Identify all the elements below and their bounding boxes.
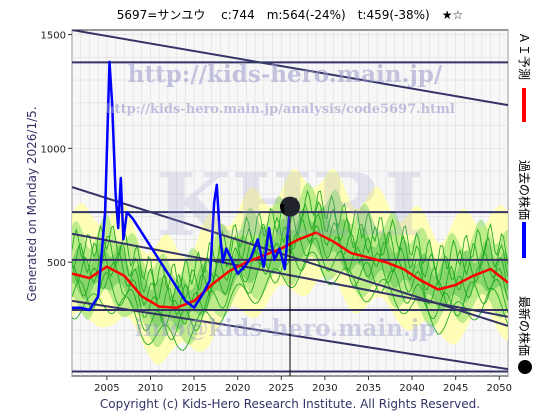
trend-line — [72, 30, 508, 107]
x-tick-label: 2045 — [443, 383, 468, 394]
y-tick-label: 500 — [47, 258, 66, 269]
series-line — [72, 60, 292, 312]
x-tick-label: 2040 — [399, 383, 424, 394]
current-marker — [280, 196, 300, 217]
x-tick-label: 2050 — [487, 383, 512, 394]
copyright: Copyright (c) Kids-Hero Research Institu… — [100, 397, 480, 411]
legend: ＡＩ予測 過去の株価 最新の株価 — [517, 32, 532, 374]
watermark-brand: KHRI — [156, 155, 424, 256]
legend-ai-swatch — [522, 88, 526, 122]
watermark-email: info@kids-hero.main.jp — [135, 315, 435, 342]
y-axis: 500 1000 1500 — [41, 31, 72, 269]
watermark-url: http://kids-hero.main.jp/ — [128, 61, 443, 88]
current-marker-group — [280, 196, 300, 376]
watermarks: KHRI http://kids-hero.main.jp/ http://ki… — [105, 61, 455, 342]
legend-past-swatch — [522, 222, 526, 258]
side-label: Generated on Monday 2026/1/5. — [25, 106, 39, 301]
x-tick-label: 2030 — [312, 383, 337, 394]
legend-latest-label: 最新の株価 — [517, 296, 532, 356]
y-tick-label: 1500 — [41, 31, 66, 42]
legend-latest-dot — [518, 360, 532, 374]
legend-past-label: 過去の株価 — [517, 160, 532, 220]
x-tick-label: 2020 — [225, 383, 250, 394]
x-tick-label: 2015 — [181, 383, 206, 394]
x-tick-label: 2010 — [138, 383, 163, 394]
watermark-analysis: http://kids-hero.main.jp/analysis/code56… — [105, 102, 455, 117]
legend-ai-label: ＡＩ予測 — [517, 32, 531, 80]
x-axis: 2005 2010 2015 2020 2025 2030 2035 2040 2045 2050 — [94, 376, 512, 394]
x-tick-label: 2025 — [269, 383, 294, 394]
x-tick-label: 2035 — [356, 383, 381, 394]
chart-title: 5697=サンユウ c:744 m:564(-24%) t:459(-38%) … — [117, 8, 464, 22]
x-tick-label: 2005 — [94, 383, 119, 394]
y-tick-label: 1000 — [41, 144, 66, 155]
